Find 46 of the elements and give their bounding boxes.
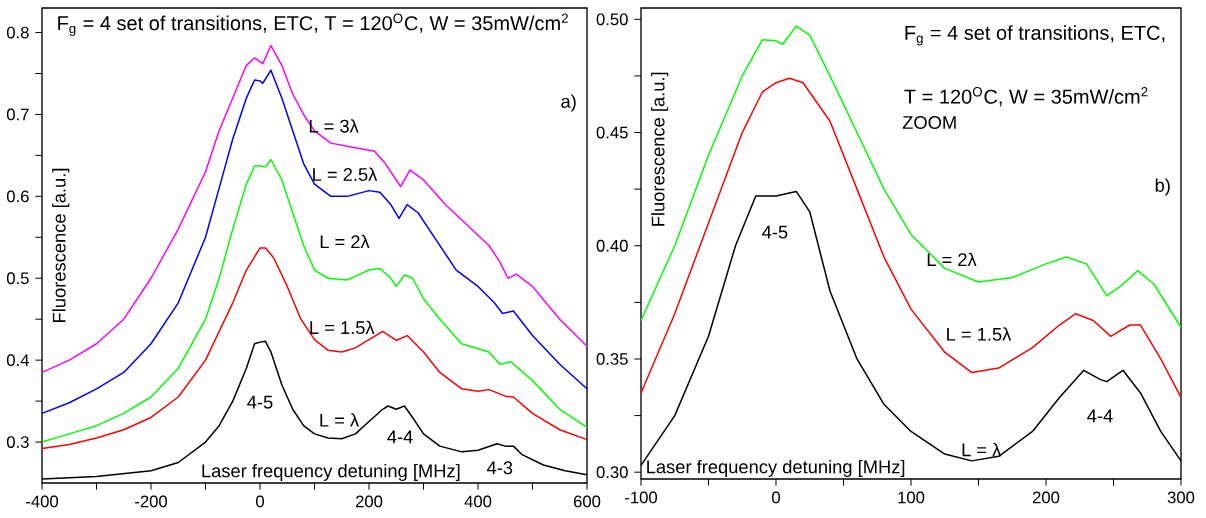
x-tick-label: -100	[625, 491, 658, 504]
series-label: L = 3λ	[309, 119, 359, 133]
annotation: 4-5	[762, 225, 788, 239]
x-tick-label: 200	[355, 495, 383, 508]
annotation: 4-4	[387, 430, 413, 444]
y-tick-label: 0.3	[6, 436, 29, 448]
series-label: L = λ	[962, 442, 1002, 457]
y-tick-label: 0.30	[596, 466, 628, 479]
annotation: 4-4	[1087, 409, 1113, 423]
x-tick-label: 0	[256, 495, 264, 508]
x-tick-label: -200	[135, 495, 168, 508]
x-tick-label: -400	[26, 495, 59, 508]
series-label: L = 2.5λ	[313, 167, 378, 181]
x-tick-label: 100	[898, 491, 925, 504]
series-label: L = λ	[320, 413, 359, 427]
y-axis-title: Fluorescence [a.u.]	[651, 72, 669, 226]
x-axis-title: Laser frequency detuning [MHz]	[202, 463, 460, 481]
y-axis-title: Fluorescence [a.u.]	[52, 168, 70, 322]
annotation: b)	[1155, 178, 1170, 196]
y-tick-label: 0.8	[6, 26, 29, 39]
text: T = 120$^{O}$C, W = 35mW/cm$^{2}$	[904, 87, 1148, 107]
y-tick-label: 0.40	[596, 239, 628, 252]
y-tick-label: 0.4	[6, 354, 29, 367]
y-tick-label: 0.7	[6, 108, 29, 121]
y-tick-label: 0.45	[596, 126, 628, 139]
text: F$_{g}$ = 4 set of transitions, ETC,	[905, 25, 1165, 46]
series-label: L = 1.5λ	[310, 320, 375, 335]
x-tick-label: 300	[1167, 491, 1195, 504]
series-label: L = 1.5λ	[947, 327, 1012, 341]
line-series	[640, 25, 1182, 329]
x-axis-title: Laser frequency detuning [MHz]	[647, 459, 905, 477]
x-tick-label: 0	[772, 491, 780, 504]
series-label: L = 2λ	[927, 252, 977, 266]
x-tick-label: 400	[464, 495, 492, 508]
x-tick-label: 200	[1032, 491, 1060, 504]
series-label: L = 2λ	[320, 234, 370, 249]
annotation: 4-5	[247, 395, 273, 409]
y-tick-label: 0.5	[6, 272, 29, 285]
annotation: ZOOM	[902, 115, 956, 129]
chart-title: F$_{g}$ = 4 set of transitions, ETC, T = 120$^{O}$C, W = 35mW/cm$^{2}$	[58, 13, 568, 36]
y-tick-label: 0.50	[596, 13, 628, 26]
y-tick-label: 0.6	[6, 190, 29, 203]
x-tick-label: 600	[573, 495, 601, 508]
y-tick-label: 0.35	[596, 353, 628, 365]
annotation: 4-3	[486, 461, 513, 475]
annotation: a)	[561, 94, 576, 112]
